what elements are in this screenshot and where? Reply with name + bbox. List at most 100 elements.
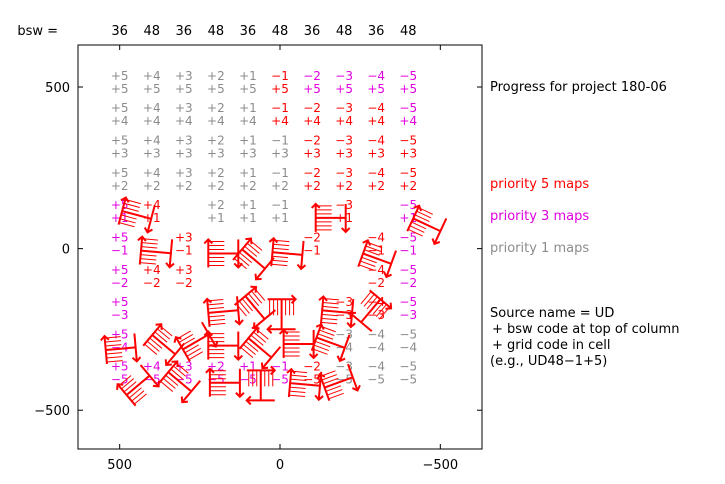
cell-column-code: −4	[367, 166, 385, 180]
map-footprint	[266, 294, 298, 334]
grid-cell: −2+5	[303, 69, 321, 96]
cell-column-code: −4	[367, 230, 385, 244]
cell-column-code: +1	[239, 198, 257, 212]
cell-row-code: +3	[303, 146, 321, 160]
bsw-code: 36	[368, 24, 385, 39]
note-grid-code: + grid code in cell	[492, 338, 610, 353]
cell-column-code: −2	[303, 360, 321, 374]
cell-row-code: −1	[399, 243, 417, 257]
bsw-code: 48	[143, 24, 160, 39]
cell-column-code: −2	[303, 230, 321, 244]
x-tick-label: 0	[276, 458, 284, 473]
map-footprint	[278, 328, 319, 360]
cell-row-code: −1	[175, 243, 193, 257]
grid-cell: −4−1	[367, 230, 385, 257]
cell-column-code: −3	[335, 133, 353, 147]
cell-column-code: +5	[111, 230, 129, 244]
cell-row-code: −5	[399, 373, 417, 387]
cell-row-code: +2	[303, 179, 321, 193]
cell-row-code: +3	[367, 146, 385, 160]
note-example: (e.g., UD48−1+5)	[490, 354, 607, 369]
map-footprint	[203, 238, 243, 269]
map-footprint	[310, 202, 351, 234]
bsw-code: 48	[400, 24, 417, 39]
cell-column-code: +5	[111, 263, 129, 277]
grid-cell: +3−1	[175, 230, 193, 257]
bsw-code: 48	[208, 24, 225, 39]
cell-column-code: +4	[143, 133, 161, 147]
cell-column-code: −1	[271, 133, 289, 147]
grid-cell: −5+2	[399, 166, 417, 193]
cell-row-code: +5	[399, 82, 417, 96]
x-tick-label: −500	[422, 458, 458, 473]
grid-cell: −3+1	[335, 198, 353, 225]
cell-row-code: +2	[143, 179, 161, 193]
grid-cell: +5−1	[111, 230, 129, 257]
cell-row-code: +4	[143, 114, 161, 128]
cell-column-code: −1	[271, 101, 289, 115]
cell-column-code: +3	[175, 133, 193, 147]
cell-column-code: −1	[271, 166, 289, 180]
note-bsw-code: + bsw code at top of column	[492, 322, 679, 337]
cell-row-code: +4	[207, 114, 225, 128]
cell-column-code: −5	[399, 69, 417, 83]
legend-priority-5: priority 5 maps	[490, 177, 589, 192]
cell-row-code: −2	[399, 276, 417, 290]
grid-cell: +5−4	[111, 327, 129, 354]
grid-cell: −3+2	[335, 166, 353, 193]
map-footprint	[100, 333, 142, 365]
cell-row-code: +4	[175, 114, 193, 128]
map-footprint	[117, 196, 156, 234]
cell-row-code: +5	[207, 82, 225, 96]
cell-column-code: +1	[239, 166, 257, 180]
grid-cell: +4+4	[143, 101, 161, 128]
cell-column-code: −3	[335, 295, 353, 309]
cell-column-code: +5	[111, 295, 129, 309]
cell-row-code: +2	[207, 179, 225, 193]
cell-row-code: −4	[399, 340, 417, 354]
cell-row-code: +4	[111, 114, 129, 128]
cell-row-code: −2	[143, 276, 161, 290]
cell-column-code: −4	[367, 101, 385, 115]
grid-cell: −1−5	[271, 360, 289, 387]
cell-column-code: +1	[239, 133, 257, 147]
grid-cell: +5+3	[111, 133, 129, 160]
grid-cell: −5−1	[399, 230, 417, 257]
map-footprint	[268, 236, 307, 271]
grid-cell: −4+3	[367, 133, 385, 160]
note-source-name: Source name = UD	[490, 306, 614, 321]
cell-row-code: +3	[271, 146, 289, 160]
cell-row-code: +3	[143, 146, 161, 160]
cell-column-code: +1	[239, 101, 257, 115]
cell-column-code: −2	[303, 166, 321, 180]
map-footprint	[116, 364, 161, 407]
grid-cell: −4−2	[367, 263, 385, 290]
cell-row-code: −4	[111, 340, 129, 354]
cell-row-code: +5	[143, 82, 161, 96]
grid-cell: −3+3	[335, 133, 353, 160]
cell-row-code: +2	[335, 179, 353, 193]
cell-row-code: +2	[271, 179, 289, 193]
bsw-header: bsw = 36 48 36 48 36 48 36 48 36 48	[17, 24, 416, 39]
cell-row-code: +3	[335, 146, 353, 160]
cell-row-code: −3	[399, 308, 417, 322]
grid-cell: −5−3	[399, 295, 417, 322]
grid-cell: +1+1	[239, 198, 257, 225]
cell-row-code: −5	[303, 373, 321, 387]
cell-row-code: +5	[367, 82, 385, 96]
grid-cell: −4−5	[367, 360, 385, 387]
cell-row-code: +3	[111, 146, 129, 160]
cell-column-code: +5	[111, 101, 129, 115]
cell-column-code: +4	[143, 166, 161, 180]
cell-column-code: −5	[399, 166, 417, 180]
grid-cell: −4+5	[367, 69, 385, 96]
cell-column-code: −3	[335, 69, 353, 83]
cell-row-code: +5	[175, 82, 193, 96]
grid-cell: +3+5	[175, 69, 193, 96]
x-tick-label: 500	[107, 458, 132, 473]
cell-row-code: +4	[239, 114, 257, 128]
grid-cell: −5+3	[399, 133, 417, 160]
bsw-code: 36	[176, 24, 193, 39]
cell-column-code: −5	[399, 295, 417, 309]
cell-column-code: +5	[111, 360, 129, 374]
